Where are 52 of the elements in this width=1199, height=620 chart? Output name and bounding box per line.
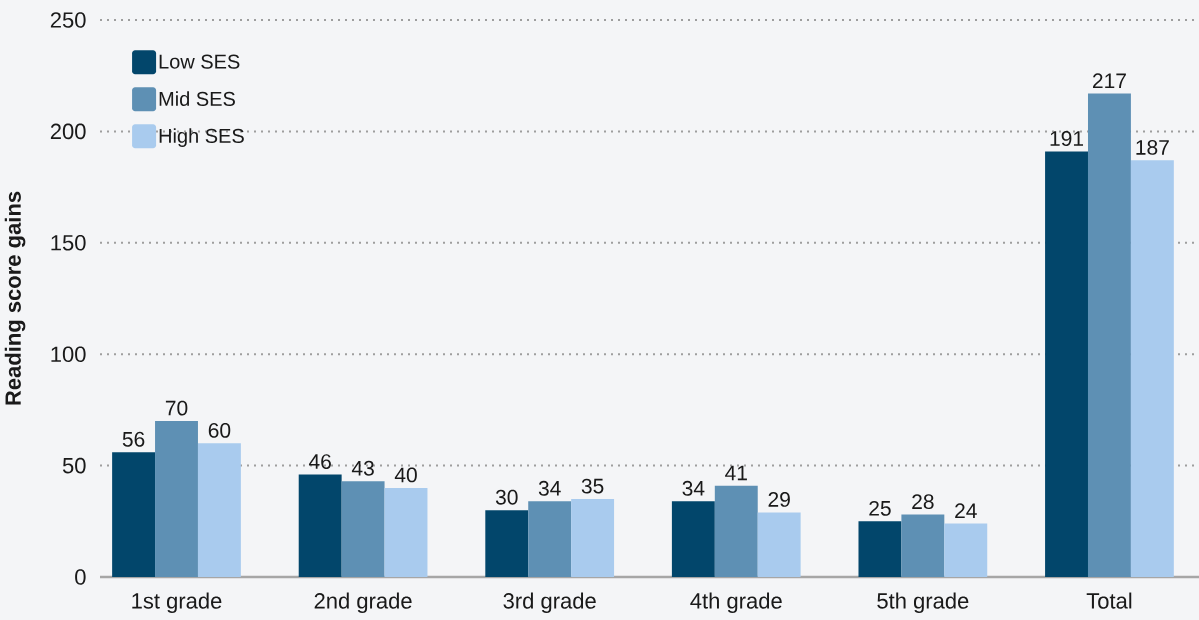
data-label: 25 [869, 500, 891, 516]
data-label: 70 [165, 400, 188, 416]
bar [1130, 160, 1174, 577]
bar [901, 514, 945, 577]
bar [384, 487, 428, 577]
data-label: 187 [1136, 139, 1169, 155]
data-label: 40 [394, 467, 417, 483]
y-tick-label: 150 [51, 235, 86, 251]
x-tick-label: 3rd grade [503, 592, 596, 614]
legend-label: High SES [159, 128, 244, 147]
bar [155, 421, 198, 577]
data-label: 28 [912, 494, 934, 510]
data-label: 43 [351, 460, 374, 476]
bar [112, 452, 156, 577]
data-label: 60 [208, 422, 231, 438]
bar [571, 499, 615, 577]
bar [944, 523, 988, 577]
x-tick-label: 4th grade [690, 592, 782, 614]
legend-label: Mid SES [159, 91, 235, 106]
x-tick-label: Total [1086, 592, 1132, 609]
bar [757, 512, 801, 577]
y-tick-label: 50 [62, 457, 86, 474]
x-tick-label: 5th grade [877, 592, 969, 614]
bar [714, 485, 758, 577]
data-label: 41 [725, 465, 747, 481]
bar [1045, 151, 1088, 577]
bar [1087, 93, 1131, 577]
bar [341, 481, 385, 577]
bar [528, 501, 572, 577]
data-label: 35 [581, 478, 604, 494]
data-label: 34 [682, 480, 705, 496]
bar [298, 474, 342, 577]
data-label: 24 [955, 503, 977, 519]
x-tick-label: 1st grade [132, 592, 222, 614]
legend-label: Low SES [159, 54, 240, 69]
data-label: 30 [495, 489, 518, 505]
y-tick-label: 250 [50, 12, 86, 28]
data-label: 46 [308, 454, 331, 469]
bar [485, 510, 529, 577]
x-tick-label: 2nd grade [314, 592, 412, 614]
data-label: 29 [768, 492, 790, 507]
data-label: 34 [538, 480, 561, 496]
data-label: 56 [122, 431, 145, 447]
bar [858, 521, 902, 577]
y-tick-label: 0 [75, 569, 86, 585]
y-tick-label: 200 [50, 123, 86, 140]
data-label: 191 [1050, 131, 1084, 146]
y-axis-title: Reading score gains [4, 191, 26, 405]
bar [671, 501, 715, 577]
bar [197, 443, 241, 577]
data-label: 217 [1092, 73, 1126, 88]
y-tick-label: 100 [51, 346, 86, 362]
